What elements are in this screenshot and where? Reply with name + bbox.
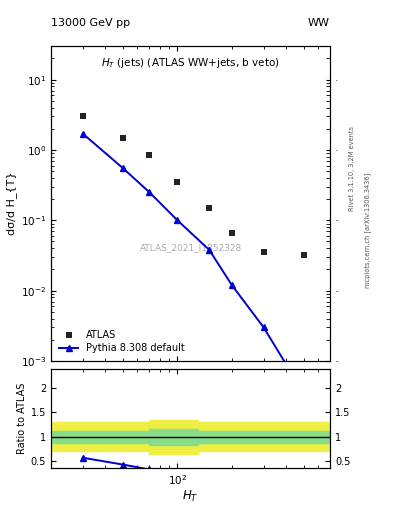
Text: 13000 GeV pp: 13000 GeV pp <box>51 18 130 28</box>
Legend: ATLAS, Pythia 8.308 default: ATLAS, Pythia 8.308 default <box>56 327 188 356</box>
ATLAS <box>261 249 266 255</box>
Pythia 8.308 default <box>301 390 306 396</box>
Y-axis label: dσ/d H_{T}: dσ/d H_{T} <box>6 172 17 236</box>
Y-axis label: Ratio to ATLAS: Ratio to ATLAS <box>17 383 27 454</box>
Pythia 8.308 default <box>261 324 266 330</box>
Text: $H_T$ (jets) (ATLAS WW+jets, b veto): $H_T$ (jets) (ATLAS WW+jets, b veto) <box>101 55 280 70</box>
X-axis label: $H_T$: $H_T$ <box>182 488 199 504</box>
Text: ATLAS_2021_I1852328: ATLAS_2021_I1852328 <box>140 243 242 252</box>
ATLAS <box>81 113 85 119</box>
Pythia 8.308 default <box>81 131 85 137</box>
Text: Rivet 3.1.10, 3.2M events: Rivet 3.1.10, 3.2M events <box>349 126 355 211</box>
ATLAS <box>175 179 180 185</box>
ATLAS <box>230 230 234 237</box>
Pythia 8.308 default <box>207 247 211 253</box>
ATLAS <box>207 205 211 211</box>
ATLAS <box>121 135 125 141</box>
Pythia 8.308 default <box>121 165 125 172</box>
Pythia 8.308 default <box>230 282 234 288</box>
Pythia 8.308 default <box>147 189 152 196</box>
Pythia 8.308 default <box>175 217 180 223</box>
Text: WW: WW <box>308 18 330 28</box>
ATLAS <box>147 152 152 158</box>
ATLAS <box>301 252 306 258</box>
Text: mcplots.cern.ch [arXiv:1306.3436]: mcplots.cern.ch [arXiv:1306.3436] <box>364 173 371 288</box>
Line: Pythia 8.308 default: Pythia 8.308 default <box>80 131 307 396</box>
Line: ATLAS: ATLAS <box>79 113 307 259</box>
